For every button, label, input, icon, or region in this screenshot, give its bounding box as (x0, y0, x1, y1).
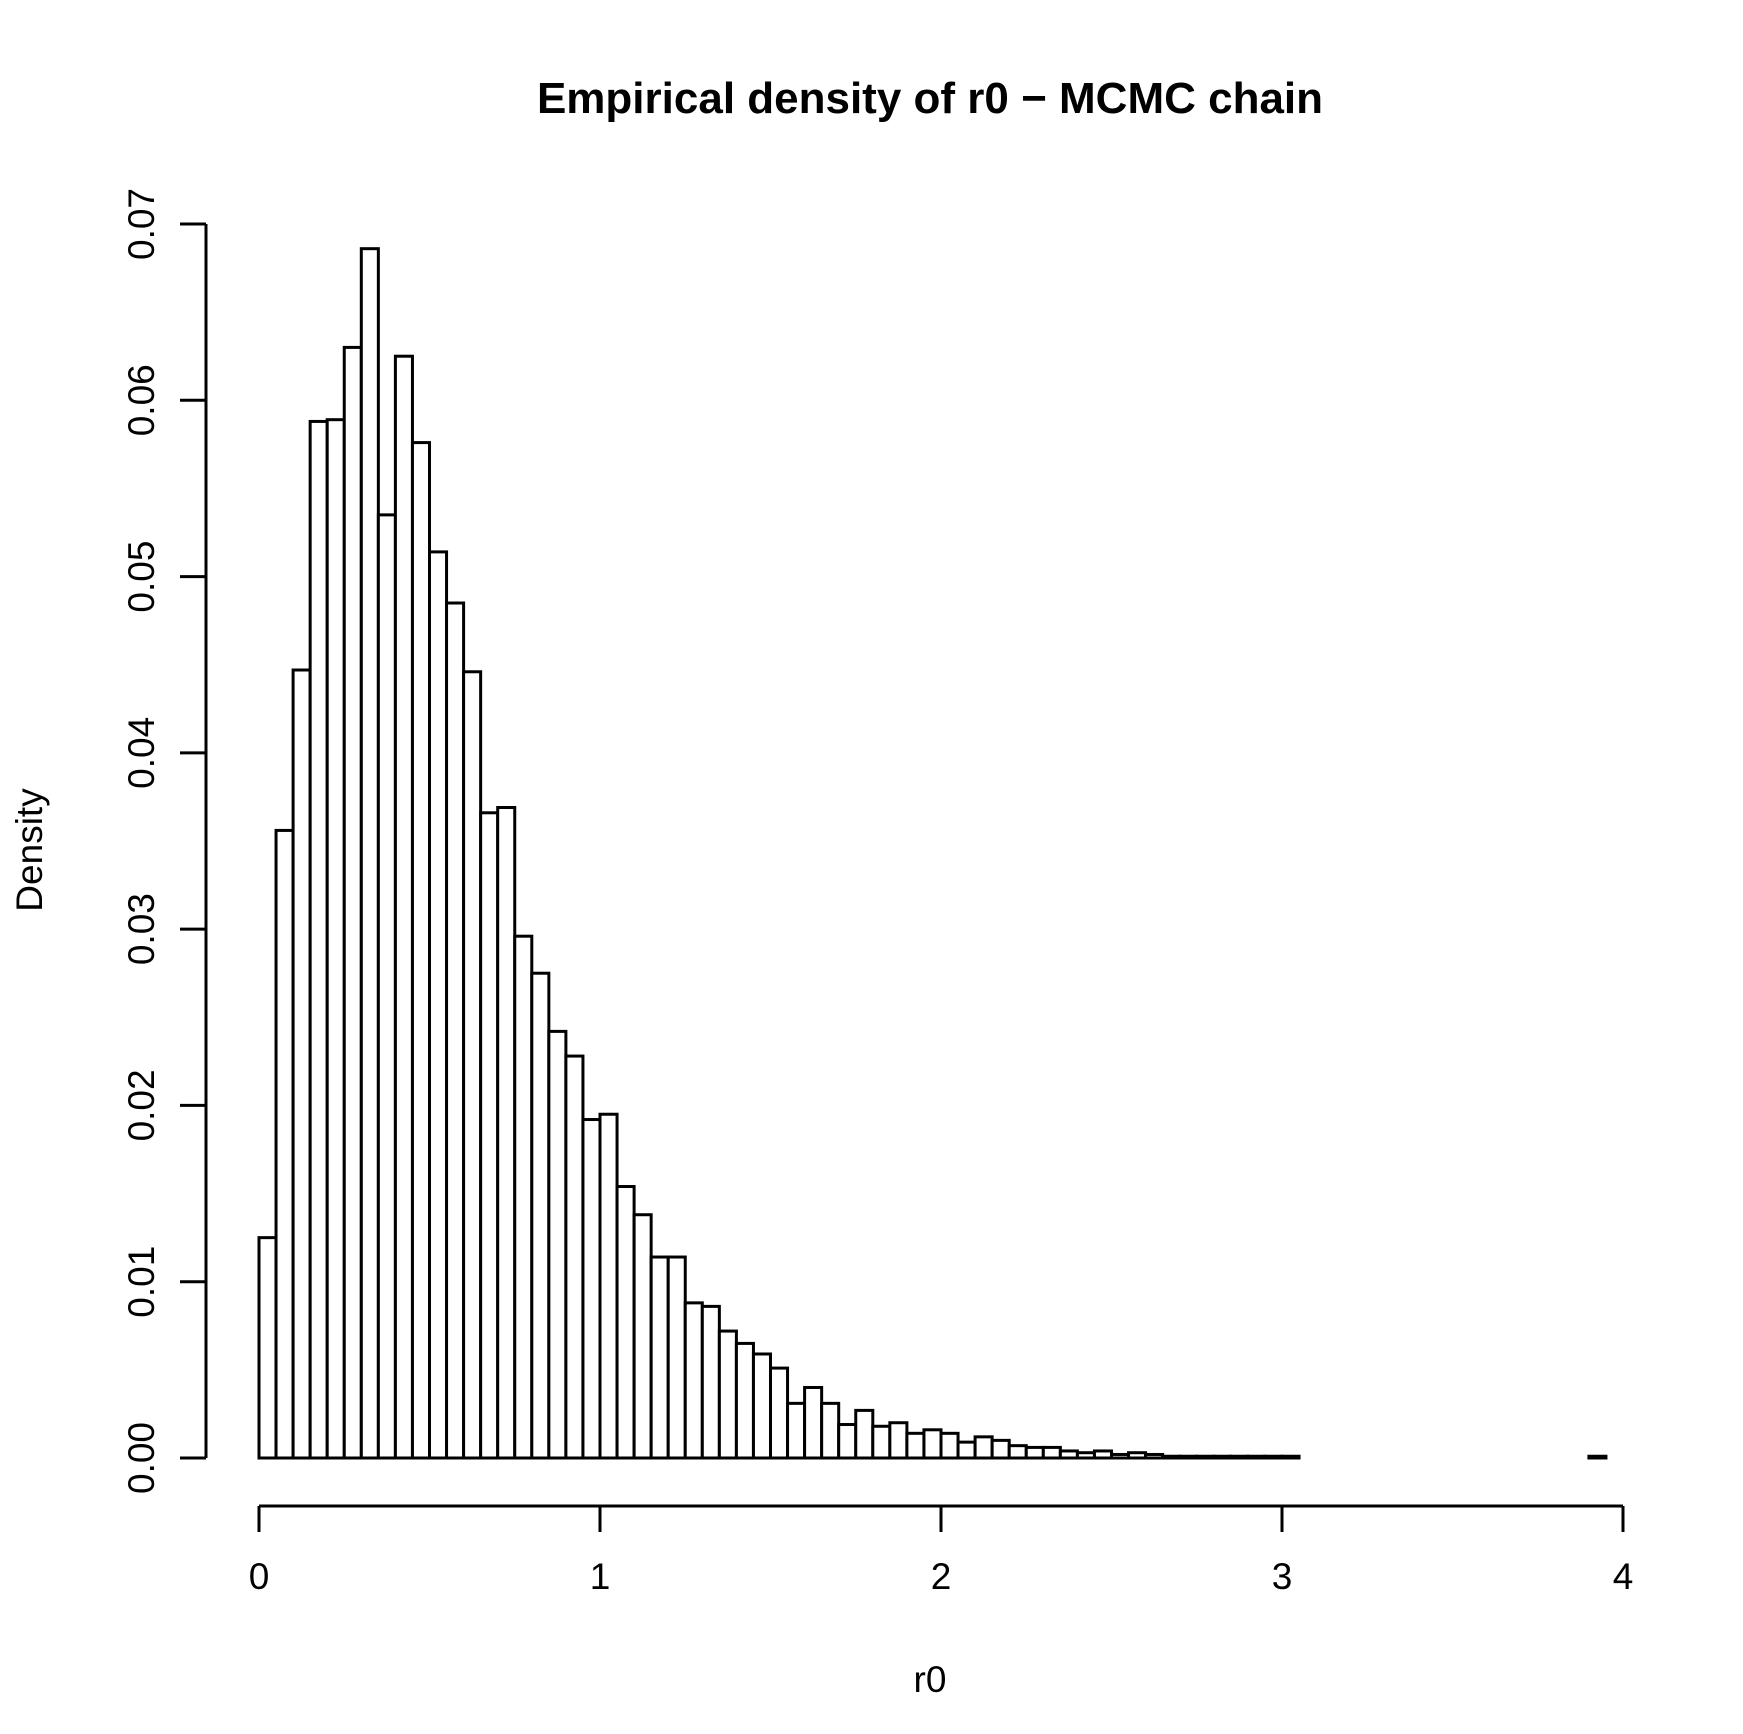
y-tick-label: 0.05 (121, 541, 162, 613)
histogram-bar (615, 1185, 636, 1460)
histogram-bar (717, 1329, 738, 1460)
histogram-bar (837, 1423, 858, 1460)
histogram-bar (1110, 1452, 1131, 1460)
y-tick-label: 0.07 (121, 188, 162, 260)
histogram-bar (1587, 1454, 1608, 1460)
histogram-bar (342, 345, 363, 1460)
histogram-bar (564, 1054, 585, 1460)
histogram-bar (496, 806, 517, 1460)
histogram-bar (547, 1029, 568, 1460)
x-axis: 0 1 2 3 4 (249, 1504, 1634, 1597)
histogram-bar (786, 1401, 807, 1460)
histogram-bar (820, 1401, 841, 1460)
x-tick-label: 3 (1272, 1556, 1293, 1597)
histogram-bar (922, 1428, 943, 1460)
histogram-bar (291, 668, 312, 1460)
histogram-bar (1075, 1451, 1096, 1460)
histogram-bar (359, 247, 380, 1460)
histogram-bar (751, 1352, 773, 1460)
y-tick-label: 0.03 (121, 893, 162, 965)
x-tick-label: 4 (1613, 1556, 1634, 1597)
histogram-bar (1212, 1454, 1233, 1460)
y-tick-label: 0.02 (121, 1069, 162, 1141)
histogram-bar (376, 513, 397, 1460)
histogram-bar (428, 550, 449, 1460)
histogram-bar (1041, 1445, 1062, 1460)
histogram-bar (479, 811, 500, 1460)
histogram-bar (1058, 1449, 1079, 1460)
histogram-bar (1280, 1454, 1301, 1460)
histogram-bar (803, 1385, 824, 1460)
histogram-bar (308, 419, 329, 1460)
histogram-bar (325, 418, 346, 1460)
histogram-bar (1263, 1454, 1284, 1460)
histogram-bar (1246, 1454, 1267, 1460)
histogram-bar (973, 1435, 994, 1460)
x-tick-label: 1 (590, 1556, 611, 1597)
y-tick-label: 0.04 (121, 717, 162, 789)
histogram-bar (462, 670, 483, 1460)
histogram-bar (1178, 1454, 1199, 1460)
histogram-bar (1229, 1454, 1250, 1460)
histogram-bar (257, 1236, 278, 1460)
histogram-bar (1007, 1444, 1028, 1460)
histogram-bars (257, 247, 1608, 1460)
histogram-bar (683, 1301, 704, 1460)
y-tick-label: 0.01 (121, 1246, 162, 1318)
histogram-bar (598, 1112, 619, 1460)
y-tick-label: 0.00 (121, 1422, 162, 1494)
histogram-bar (1127, 1451, 1148, 1460)
y-tick-label: 0.06 (121, 364, 162, 436)
histogram-bar (393, 354, 414, 1460)
histogram-bar (990, 1438, 1011, 1460)
histogram-bar (274, 828, 295, 1460)
histogram-bar (632, 1213, 653, 1460)
x-axis-label: r0 (914, 1659, 947, 1700)
histogram-bar (1092, 1449, 1113, 1460)
chart-title: Empirical density of r0 − MCMC chain (537, 74, 1323, 123)
histogram-bar (939, 1431, 960, 1460)
y-axis: 0.00 0.01 0.02 0.03 0.04 0.05 0.06 0.07 (121, 188, 208, 1494)
histogram-bar (700, 1304, 721, 1460)
histogram-bar (956, 1440, 977, 1460)
histogram-bar (888, 1421, 909, 1460)
x-tick-label: 2 (931, 1556, 952, 1597)
histogram-bar (905, 1431, 926, 1460)
histogram-bar (513, 934, 534, 1460)
histogram-bar (1144, 1452, 1165, 1460)
y-axis-label: Density (9, 788, 50, 912)
histogram-bar (1161, 1454, 1182, 1460)
histogram-bar (666, 1255, 687, 1460)
histogram-bar (410, 441, 432, 1460)
histogram-bar (854, 1408, 875, 1460)
histogram-bar (871, 1424, 892, 1460)
histogram-bar (530, 971, 551, 1460)
histogram-bar (1195, 1454, 1216, 1460)
x-tick-label: 0 (249, 1556, 270, 1597)
histogram-bar (445, 601, 466, 1460)
histogram-bar (769, 1366, 790, 1460)
histogram-bar (649, 1255, 670, 1460)
histogram-bar (581, 1118, 602, 1460)
histogram-bar (734, 1341, 755, 1460)
histogram-bar (1024, 1445, 1045, 1460)
